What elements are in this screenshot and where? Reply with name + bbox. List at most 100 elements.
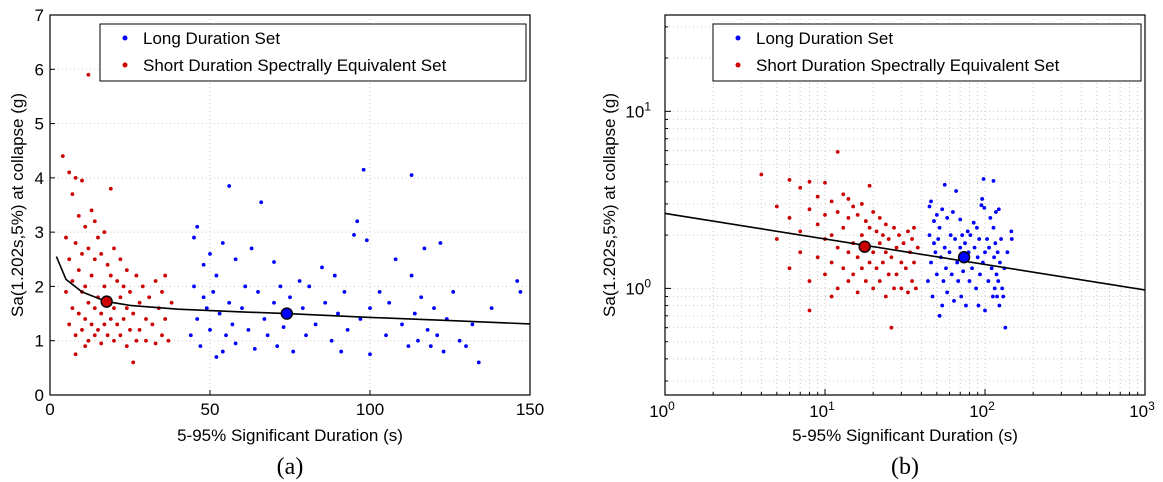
panel-b-point-long	[979, 203, 984, 208]
panel-b-point-short	[871, 286, 876, 291]
panel-a-point-short	[73, 352, 78, 357]
panel-b-point-long	[937, 225, 942, 230]
panel-a-point-long	[227, 300, 232, 305]
panel-b-point-long	[1005, 250, 1010, 255]
panel-a-xtick-label: 0	[45, 400, 54, 419]
panel-a-point-short	[118, 257, 123, 262]
panel-b-point-long	[1003, 325, 1008, 330]
panel-b-point-short	[855, 290, 860, 295]
panel-a-point-long	[422, 246, 427, 251]
panel-b-point-long	[996, 279, 1001, 283]
panel-b-point-long	[952, 298, 956, 303]
panel-b-point-long	[930, 294, 935, 299]
panel-a-point-long	[438, 241, 443, 245]
panel-b-point-short	[894, 272, 899, 277]
panel-b-point-long	[983, 308, 987, 313]
panel-b-point-long	[975, 225, 979, 230]
panel-b-point-short	[846, 279, 851, 283]
panel-b-point-short	[889, 325, 894, 330]
panel-a-point-short	[89, 322, 94, 327]
panel-b-point-short	[835, 245, 840, 250]
panel-b-point-short	[815, 255, 820, 260]
panel-b-point-long	[987, 245, 991, 250]
panel-b-point-long	[994, 210, 998, 214]
panel-a-point-long	[352, 232, 356, 237]
panel-b-point-long	[983, 250, 987, 255]
panel-a-point-long	[224, 333, 228, 338]
panel-b-point-short	[897, 233, 901, 237]
panel-b-point-short	[883, 222, 888, 227]
panel-b-point-short	[835, 210, 840, 214]
panel-b-point-long	[988, 216, 993, 220]
panel-b-point-short	[841, 192, 846, 197]
panel-b-point-short	[829, 233, 834, 237]
panel-a-axes-box	[49, 14, 531, 396]
panel-a-point-short	[99, 251, 104, 256]
panel-b-point-short	[855, 255, 860, 260]
panel-a-point-long	[409, 273, 414, 278]
panel-b-point-short	[910, 237, 914, 241]
panel-b-point-long	[929, 260, 933, 265]
panel-b-point-long	[975, 255, 980, 260]
panel-b-point-short	[807, 279, 812, 283]
panel-a-point-short	[89, 273, 94, 278]
panel-b-point-short	[912, 225, 916, 230]
panel-a-point-short	[105, 333, 110, 338]
panel-a-point-short	[118, 333, 123, 338]
panel-b-point-long	[970, 266, 974, 271]
panel-b-label: (b)	[891, 454, 919, 480]
panel-b-axes-box	[664, 14, 1146, 396]
panel-a-point-short	[160, 289, 164, 294]
panel-b-point-short	[886, 237, 891, 241]
panel-b-point-long	[945, 290, 950, 295]
panel-b-point-long	[958, 217, 963, 222]
panel-b-point-short	[892, 286, 896, 291]
panel-a-ytick-label: 4	[35, 169, 44, 188]
panel-b-point-long	[963, 241, 967, 246]
panel-a-point-short	[150, 322, 155, 327]
panel-b-point-short	[774, 237, 779, 241]
panel-b-point-long	[986, 279, 991, 283]
panel-b-point-long	[996, 207, 1001, 212]
panel-b-point-short	[798, 229, 803, 234]
panel-a-point-long	[416, 338, 420, 343]
panel-a-ytick-label: 7	[35, 6, 44, 25]
panel-b-legend-box	[712, 23, 1142, 82]
panel-b-point-long	[934, 272, 939, 277]
panel-b-point-short	[787, 177, 792, 182]
panel-b-point-long	[998, 260, 1002, 265]
panel-a-point-long	[217, 311, 222, 316]
panel-a-point-long	[406, 344, 411, 349]
panel-a-fit-curve	[55, 256, 531, 325]
panel-b-point-long	[994, 272, 999, 277]
panel-a-point-long	[220, 349, 225, 354]
panel-b-point-long	[995, 250, 1000, 255]
panel-a-point-short	[70, 306, 75, 311]
panel-b-point-short	[851, 204, 856, 209]
panel-b-point-long	[947, 250, 952, 255]
panel-b-point-long	[977, 237, 982, 241]
panel-a-point-long	[243, 284, 248, 289]
panel-a-point-long	[368, 352, 372, 357]
panel-a-point-short	[83, 224, 88, 229]
panel-a-point-short	[166, 338, 171, 343]
panel-b-point-long	[958, 245, 963, 250]
panel-a-point-short	[92, 257, 97, 262]
panel-b-point-long	[936, 237, 941, 241]
panel-a-point-short	[131, 360, 136, 365]
panel-a-point-short	[131, 311, 136, 316]
panel-a-ytick-label: 2	[35, 277, 44, 296]
panel-a-point-short	[147, 295, 152, 300]
panel-a-point-long	[470, 322, 475, 327]
panel-b-point-short	[880, 260, 885, 265]
panel-a-point-short	[169, 300, 174, 305]
panel-a-xtick-label: 50	[201, 400, 220, 419]
panel-b-point-long	[934, 213, 939, 217]
panel-a-point-short	[163, 273, 168, 278]
panel-a-point-long	[195, 224, 200, 229]
panel-a-ytick-label: 6	[35, 60, 44, 79]
panel-a-ytick-label: 0	[35, 386, 44, 405]
panel-b-point-short	[759, 172, 764, 177]
panel-a-label: (a)	[277, 454, 304, 480]
panel-b-point-short	[899, 260, 904, 265]
